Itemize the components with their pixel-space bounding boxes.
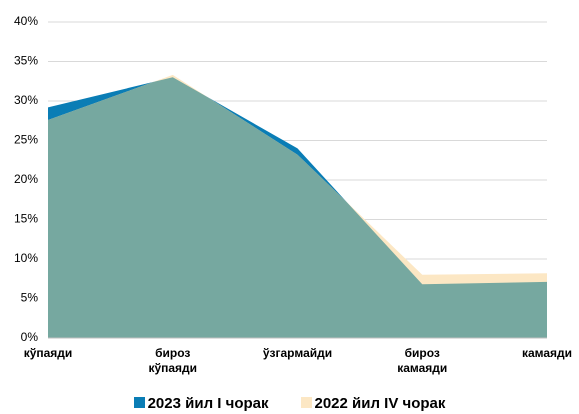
legend-label: 2022 йил IV чорак [314, 395, 446, 412]
y-tick-label: 0% [21, 330, 39, 344]
legend-item: 2022 йил IV чорак [300, 395, 446, 412]
legend-swatch [300, 397, 312, 408]
x-tick-label: бироз камаяди [397, 346, 448, 375]
y-tick-label: 40% [14, 14, 38, 28]
x-tick-label: ўзгармайди [262, 346, 333, 360]
legend: 2023 йил I чорак 2022 йил IV чорак [0, 395, 579, 412]
x-tick-label: бироз кўпаяди [148, 346, 198, 375]
y-tick-label: 5% [21, 291, 39, 305]
y-tick-label: 10% [14, 251, 38, 265]
legend-label: 2023 йил I чорак [147, 395, 269, 412]
y-tick-label: 20% [14, 172, 38, 186]
x-tick-label: кўпаяди [23, 346, 73, 360]
y-tick-label: 15% [14, 212, 38, 226]
y-tick-label: 25% [14, 133, 38, 147]
y-tick-label: 35% [14, 54, 38, 68]
legend-item: 2023 йил I чорак [133, 395, 269, 412]
y-tick-label: 30% [14, 93, 38, 107]
legend-swatch [133, 397, 145, 408]
x-tick-label: камаяди [521, 346, 573, 360]
overlap-area [48, 77, 547, 338]
